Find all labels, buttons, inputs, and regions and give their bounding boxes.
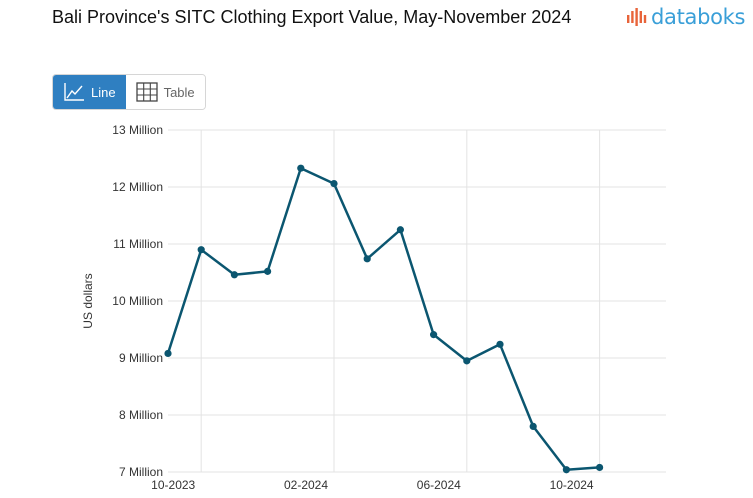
data-point[interactable] [529,422,537,430]
data-point[interactable] [396,226,404,234]
logo-text: databoks [651,5,746,29]
data-point[interactable] [297,164,305,172]
line-view-button[interactable]: Line [53,75,126,109]
grid-lines [168,129,666,473]
series-line [166,166,600,471]
y-tick-label: 13 Million [112,123,163,137]
data-point[interactable] [164,349,172,358]
databoks-logo: databoks [626,4,745,30]
y-tick-label: 11 Million [113,237,163,251]
tick-labels: 7 Million 8 Million 9 Million 10 Million 11 … [112,123,594,492]
chart-title: Bali Province's SITC Clothing Export Val… [52,7,572,27]
data-point[interactable] [197,246,205,254]
x-tick-label: 06-2024 [417,478,461,492]
data-point[interactable] [230,271,238,279]
y-axis-title: US dollars [81,273,95,328]
data-point[interactable] [496,340,504,348]
y-tick-label: 9 Million [119,351,163,365]
view-toggle: Line Table [52,74,206,110]
data-point[interactable] [330,179,338,188]
x-tick-label: 02-2024 [284,478,328,492]
data-point[interactable] [264,267,272,275]
table-view-button[interactable]: Table [125,75,205,109]
table-view-label: Table [163,84,195,100]
line-chart-icon [64,83,84,101]
data-point[interactable] [562,466,571,474]
y-tick-label: 10 Million [112,294,163,308]
bar-signal-icon [627,8,647,26]
y-tick-label: 7 Million [119,465,163,479]
x-tick-label: 10-2023 [151,478,195,492]
data-point[interactable] [363,255,371,263]
data-point[interactable] [596,463,604,472]
y-tick-label: 12 Million [112,180,163,194]
table-grid-icon [135,82,158,102]
y-tick-label: 8 Million [119,408,163,422]
series-line-group [164,164,604,474]
data-point[interactable] [463,357,471,365]
data-point[interactable] [430,331,438,339]
x-tick-label: 10-2024 [550,478,594,492]
line-view-label: Line [91,84,116,100]
